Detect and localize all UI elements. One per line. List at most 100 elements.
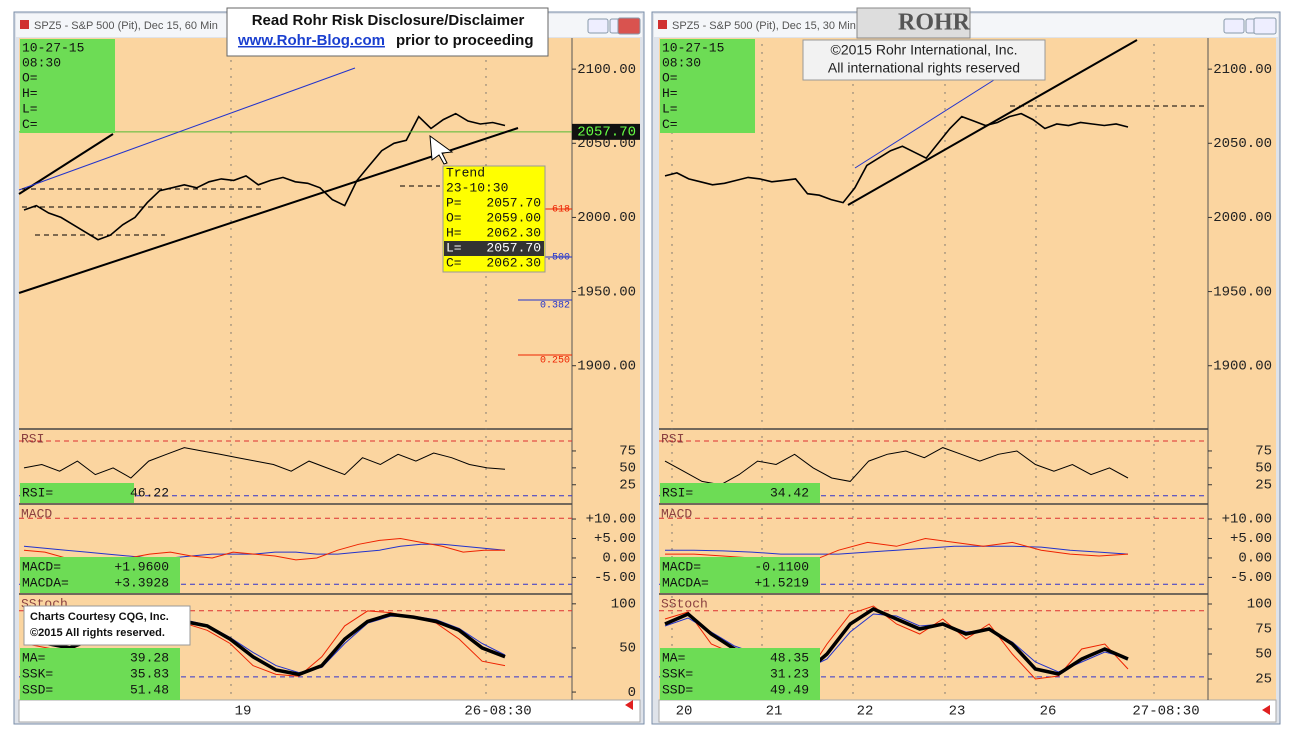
grid-dot <box>944 404 946 406</box>
grid-dot <box>485 300 487 302</box>
grid-dot <box>485 388 487 390</box>
grid-dot <box>485 412 487 414</box>
grid-dot <box>230 596 232 598</box>
y-tick-label: 0.00 <box>1238 551 1272 567</box>
grid-dot <box>761 244 763 246</box>
grid-dot <box>852 132 854 134</box>
grid-dot <box>1153 468 1155 470</box>
grid-dot <box>944 116 946 118</box>
minimize-button[interactable] <box>1223 18 1245 34</box>
grid-dot <box>230 452 232 454</box>
grid-dot <box>485 276 487 278</box>
grid-dot <box>944 524 946 526</box>
scroll-arrow[interactable] <box>1262 705 1270 715</box>
readout-name: MA= <box>662 650 686 665</box>
mouse-cursor <box>429 134 454 165</box>
grid-dot <box>1153 292 1155 294</box>
grid-dot <box>671 292 673 294</box>
grid-dot <box>230 204 232 206</box>
grid-dot <box>230 140 232 142</box>
grid-dot <box>230 500 232 502</box>
grid-dot <box>761 548 763 550</box>
y-tick-label: 75 <box>1255 444 1272 460</box>
y-tick-label: 2000.00 <box>577 210 636 226</box>
series-line <box>23 447 506 479</box>
close-button[interactable] <box>617 17 641 35</box>
minimize-button[interactable] <box>587 18 609 34</box>
grid-dot <box>852 564 854 566</box>
grid-dot <box>944 396 946 398</box>
panel-label: RSI <box>21 431 44 446</box>
grid-dot <box>485 284 487 286</box>
grid-dot <box>1153 220 1155 222</box>
grid-dot <box>230 340 232 342</box>
grid-dot <box>1035 356 1037 358</box>
grid-dot <box>1035 500 1037 502</box>
time-axis <box>18 699 641 723</box>
grid-dot <box>1035 444 1037 446</box>
grid-dot <box>1035 124 1037 126</box>
grid-dot <box>485 308 487 310</box>
grid-dot <box>761 468 763 470</box>
grid-dot <box>944 412 946 414</box>
grid-dot <box>944 604 946 606</box>
grid-dot <box>1153 316 1155 318</box>
grid-dot <box>1035 492 1037 494</box>
grid-dot <box>944 556 946 558</box>
grid-dot <box>485 564 487 566</box>
close-button[interactable] <box>1253 17 1277 35</box>
grid-dot <box>485 524 487 526</box>
grid-dot <box>485 340 487 342</box>
grid-dot <box>761 204 763 206</box>
grid-dot <box>1035 420 1037 422</box>
readout-value: -0.1100 <box>754 559 809 574</box>
grid-dot <box>1153 44 1155 46</box>
grid-dot <box>1153 420 1155 422</box>
grid-dot <box>1035 452 1037 454</box>
grid-dot <box>761 316 763 318</box>
grid-dot <box>485 428 487 430</box>
readout-box <box>660 557 820 593</box>
grid-dot <box>671 428 673 430</box>
grid-dot <box>485 396 487 398</box>
disclaimer-link[interactable]: www.Rohr-Blog.com <box>237 32 385 49</box>
grid-dot <box>230 604 232 606</box>
y-tick-label: 0.00 <box>602 551 636 567</box>
grid-dot <box>1035 404 1037 406</box>
scroll-arrow[interactable] <box>625 700 633 710</box>
grid-dot <box>671 612 673 614</box>
grid-dot <box>485 500 487 502</box>
grid-dot <box>1153 236 1155 238</box>
readout-name: MACD= <box>662 559 701 574</box>
grid-dot <box>761 308 763 310</box>
grid-dot <box>1035 164 1037 166</box>
grid-dot <box>944 692 946 694</box>
grid-dot <box>761 428 763 430</box>
grid-dot <box>671 388 673 390</box>
time-axis <box>658 699 1277 723</box>
grid-dot <box>852 276 854 278</box>
grid-dot <box>852 588 854 590</box>
grid-dot <box>485 604 487 606</box>
y-tick-label: -5.00 <box>594 570 636 586</box>
grid-dot <box>761 620 763 622</box>
y-tick-label: 75 <box>619 444 636 460</box>
grid-dot <box>671 212 673 214</box>
grid-dot <box>671 180 673 182</box>
last-price-label: 2057.70 <box>577 125 636 141</box>
grid-dot <box>944 244 946 246</box>
grid-dot <box>1035 100 1037 102</box>
grid-dot <box>230 660 232 662</box>
grid-dot <box>852 364 854 366</box>
grid-dot <box>1035 396 1037 398</box>
grid-dot <box>1035 572 1037 574</box>
grid-dot <box>1153 516 1155 518</box>
info-box <box>20 39 115 133</box>
y-tick-label: 50 <box>1255 461 1272 477</box>
y-tick-label: +5.00 <box>594 531 636 547</box>
y-tick-label: 25 <box>619 477 636 493</box>
grid-dot <box>230 668 232 670</box>
grid-dot <box>761 108 763 110</box>
grid-dot <box>1035 116 1037 118</box>
readout-value: 34.42 <box>770 485 809 500</box>
